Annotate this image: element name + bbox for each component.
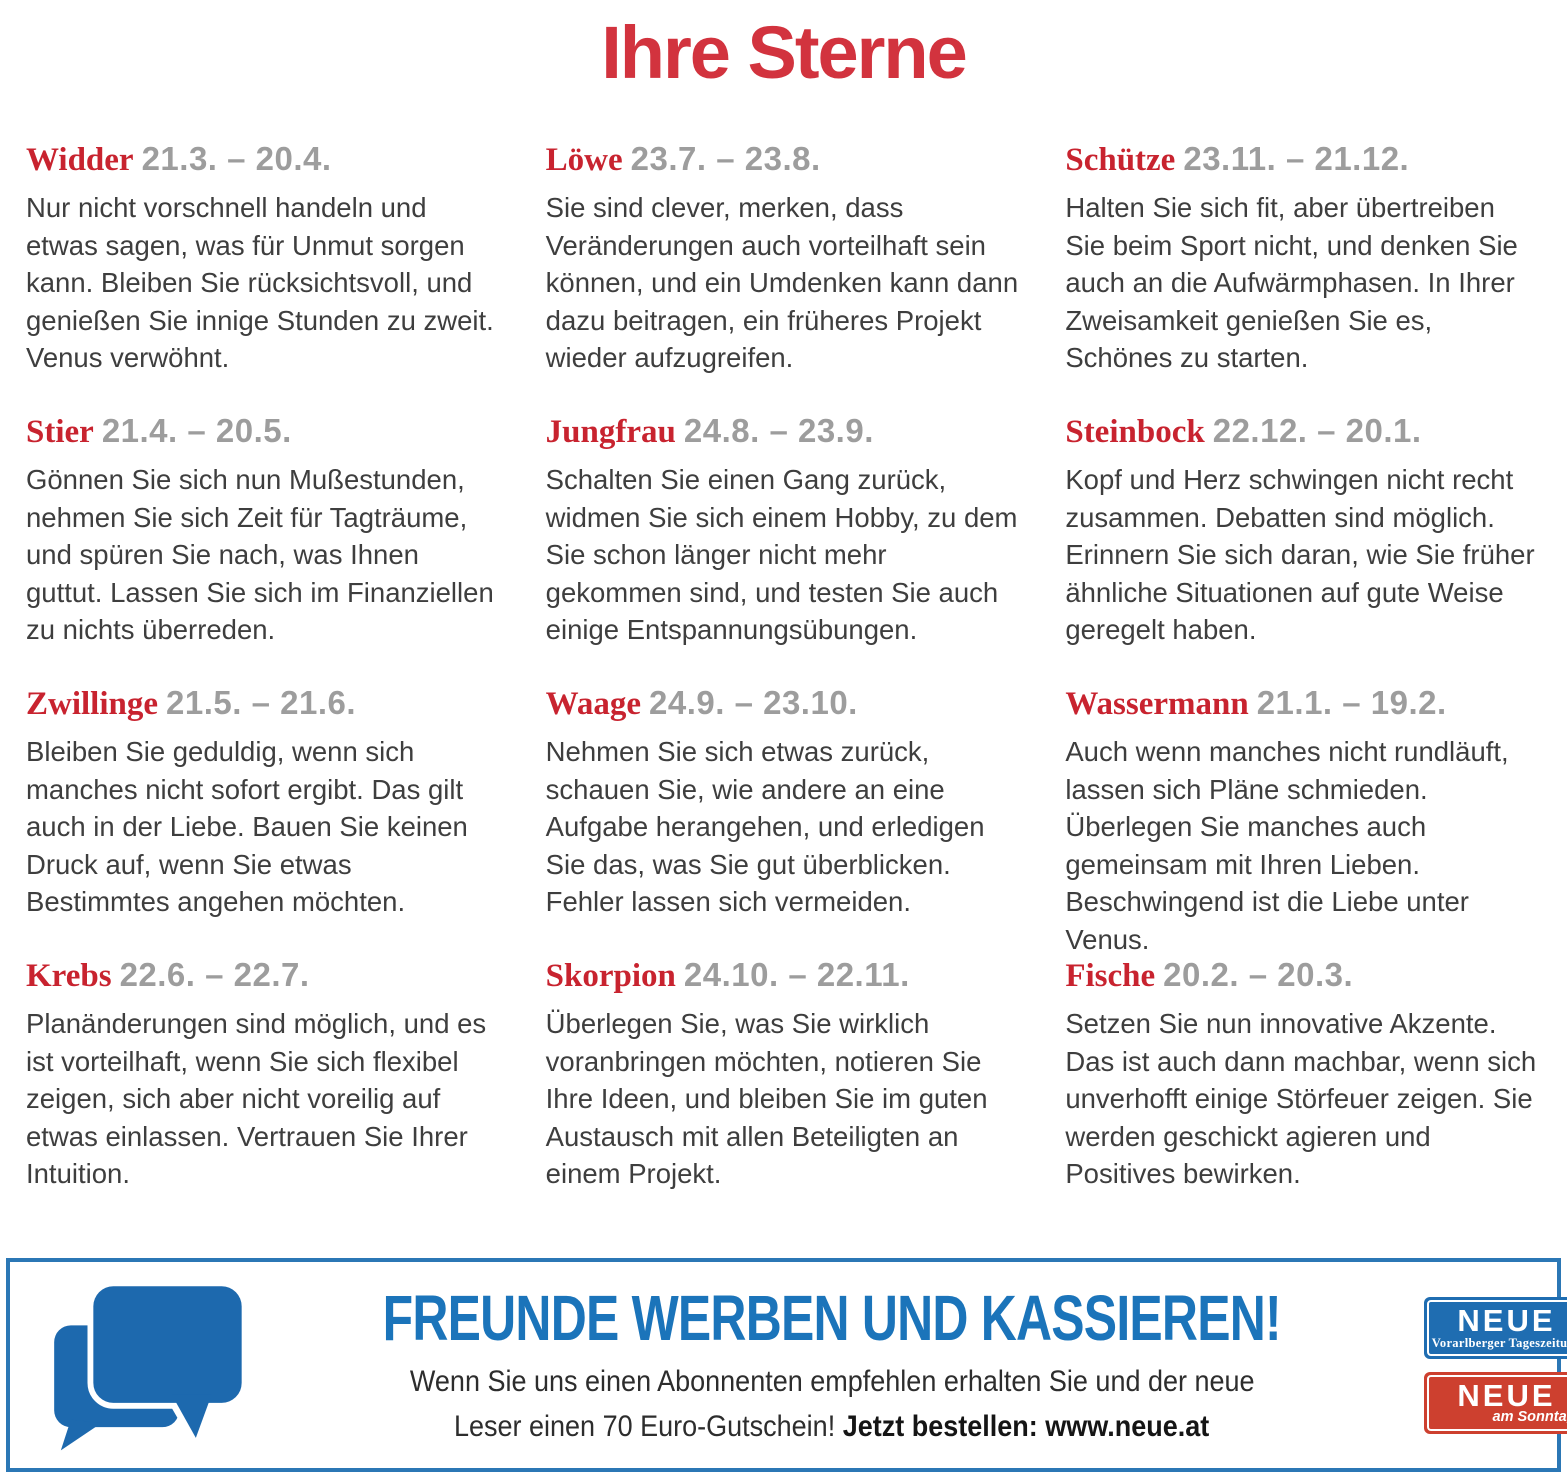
horoscope-column-3: Schütze 23.11. – 21.12. Halten Sie sich f… <box>1065 139 1541 1227</box>
neue-logo-tagline: am Sonntag <box>1492 1408 1567 1425</box>
horoscope-entry-wassermann: Wassermann 21.1. – 19.2. Auch wenn manche… <box>1065 683 1541 955</box>
sign-name: Skorpion <box>545 958 676 994</box>
entry-heading: Waage 24.9. – 23.10. <box>546 683 1022 724</box>
sign-dates: 22.12. – 20.1. <box>1212 412 1422 449</box>
entry-heading: Skorpion 24.10. – 22.11. <box>546 955 1022 996</box>
entry-text: Kopf und Herz schwingen nicht recht zusa… <box>1065 464 1535 645</box>
promo-line-1: Wenn Sie uns einen Abonnenten empfehlen … <box>409 1365 1255 1398</box>
sign-dates: 21.1. – 19.2. <box>1256 684 1447 721</box>
entry-text: Gönnen Sie sich nun Mußestunden, nehmen … <box>26 464 494 645</box>
sign-dates: 22.6. – 22.7. <box>119 956 310 993</box>
entry-heading: Schütze 23.11. – 21.12. <box>1065 139 1541 180</box>
horoscope-entry-zwillinge: Zwillinge 21.5. – 21.6. Bleiben Sie gedul… <box>26 683 502 955</box>
sign-name: Wassermann <box>1065 686 1249 722</box>
promo-text-block: FREUNDE WERBEN UND KASSIEREN! Wenn Sie u… <box>250 1281 1414 1449</box>
entry-heading: Steinbock 22.12. – 20.1. <box>1065 411 1541 452</box>
horoscope-column-2: Löwe 23.7. – 23.8. Sie sind clever, merke… <box>546 139 1022 1227</box>
sign-dates: 24.10. – 22.11. <box>683 956 910 993</box>
sign-dates: 24.8. – 23.9. <box>683 412 874 449</box>
promo-line-2: Leser einen 70 Euro-Gutschein! Jetzt bes… <box>256 1404 1408 1449</box>
entry-heading: Stier 21.4. – 20.5. <box>26 411 502 452</box>
entry-heading: Wassermann 21.1. – 19.2. <box>1065 683 1541 724</box>
entry-heading: Jungfrau 24.8. – 23.9. <box>546 411 1022 452</box>
sign-name: Schütze <box>1065 142 1176 178</box>
promo-order-url: Jetzt bestellen: www.neue.at <box>842 1410 1210 1443</box>
sign-dates: 21.4. – 20.5. <box>101 412 292 449</box>
horoscope-entry-stier: Stier 21.4. – 20.5. Gönnen Sie sich nun M… <box>26 411 502 683</box>
sign-name: Löwe <box>545 142 623 178</box>
horoscope-entry-loewe: Löwe 23.7. – 23.8. Sie sind clever, merke… <box>546 139 1022 411</box>
sign-name: Fische <box>1065 958 1156 994</box>
promo-logos: NEUE Vorarlberger Tageszeitung NEUE am S… <box>1423 1296 1567 1434</box>
promo-line-2-regular: Leser einen 70 Euro-Gutschein! <box>454 1410 843 1443</box>
entry-text: Planänderungen sind möglich, und es ist … <box>26 1008 487 1189</box>
sign-dates: 21.5. – 21.6. <box>166 684 357 721</box>
entry-text: Nehmen Sie sich etwas zurück, schauen Si… <box>545 736 985 917</box>
page-title: Ihre Sterne <box>601 11 968 94</box>
neue-logo-tagline: Vorarlberger Tageszeitung <box>1431 1335 1567 1350</box>
horoscope-entry-jungfrau: Jungfrau 24.8. – 23.9. Schalten Sie einen… <box>546 411 1022 683</box>
sign-name: Widder <box>26 142 134 178</box>
sign-name: Steinbock <box>1065 414 1205 450</box>
entry-text: Überlegen Sie, was Sie wirklich voranbri… <box>545 1008 988 1189</box>
entry-text: Nur nicht vorschnell handeln und etwas s… <box>26 192 494 373</box>
sign-dates: 23.11. – 21.12. <box>1183 140 1410 177</box>
horoscope-entry-widder: Widder 21.3. – 20.4. Nur nicht vorschnell… <box>26 139 502 411</box>
entry-text: Auch wenn manches nicht rundläuft, lasse… <box>1065 736 1509 955</box>
sign-name: Jungfrau <box>545 414 676 450</box>
sign-dates: 20.2. – 20.3. <box>1163 956 1354 993</box>
horoscope-entry-skorpion: Skorpion 24.10. – 22.11. Überlegen Sie, w… <box>546 955 1022 1227</box>
sign-name: Krebs <box>26 958 112 994</box>
entry-heading: Krebs 22.6. – 22.7. <box>26 955 502 996</box>
entry-text: Sie sind clever, merken, dass Veränderun… <box>545 192 1019 373</box>
promo-headline: FREUNDE WERBEN UND KASSIEREN! <box>382 1282 1282 1354</box>
entry-heading: Zwillinge 21.5. – 21.6. <box>26 683 502 724</box>
horoscope-grid: Widder 21.3. – 20.4. Nur nicht vorschnell… <box>0 139 1567 1227</box>
neue-logo-wordmark: NEUE <box>1457 1302 1556 1338</box>
neue-tageszeitung-logo: NEUE Vorarlberger Tageszeitung <box>1423 1296 1567 1359</box>
entry-text: Setzen Sie nun innovative Akzente. Das i… <box>1065 1008 1537 1189</box>
sign-name: Waage <box>545 686 641 722</box>
entry-heading: Löwe 23.7. – 23.8. <box>546 139 1022 180</box>
entry-text: Halten Sie sich fit, aber übertreiben Si… <box>1065 192 1518 373</box>
sign-dates: 21.3. – 20.4. <box>141 140 332 177</box>
promo-banner: FREUNDE WERBEN UND KASSIEREN! Wenn Sie u… <box>6 1258 1567 1472</box>
neue-am-sonntag-logo: NEUE am Sonntag <box>1423 1371 1567 1434</box>
entry-heading: Widder 21.3. – 20.4. <box>26 139 502 180</box>
horoscope-entry-steinbock: Steinbock 22.12. – 20.1. Kopf und Herz sc… <box>1065 411 1541 683</box>
sign-dates: 23.7. – 23.8. <box>630 140 821 177</box>
horoscope-entry-fische: Fische 20.2. – 20.3. Setzen Sie nun innov… <box>1065 955 1541 1227</box>
horoscope-entry-krebs: Krebs 22.6. – 22.7. Planänderungen sind m… <box>26 955 502 1227</box>
horoscope-entry-waage: Waage 24.9. – 23.10. Nehmen Sie sich etwa… <box>546 683 1022 955</box>
sign-name: Zwillinge <box>26 686 159 722</box>
speech-bubbles-icon <box>54 1280 248 1451</box>
entry-heading: Fische 20.2. – 20.3. <box>1065 955 1541 996</box>
sign-name: Stier <box>26 414 94 450</box>
entry-text: Bleiben Sie geduldig, wenn sich manches … <box>26 736 468 917</box>
sign-dates: 24.9. – 23.10. <box>649 684 858 721</box>
horoscope-entry-schuetze: Schütze 23.11. – 21.12. Halten Sie sich f… <box>1065 139 1541 411</box>
neue-logo-wordmark: NEUE <box>1457 1377 1556 1413</box>
horoscope-column-1: Widder 21.3. – 20.4. Nur nicht vorschnell… <box>26 139 502 1227</box>
entry-text: Schalten Sie einen Gang zurück, widmen S… <box>545 464 1018 645</box>
